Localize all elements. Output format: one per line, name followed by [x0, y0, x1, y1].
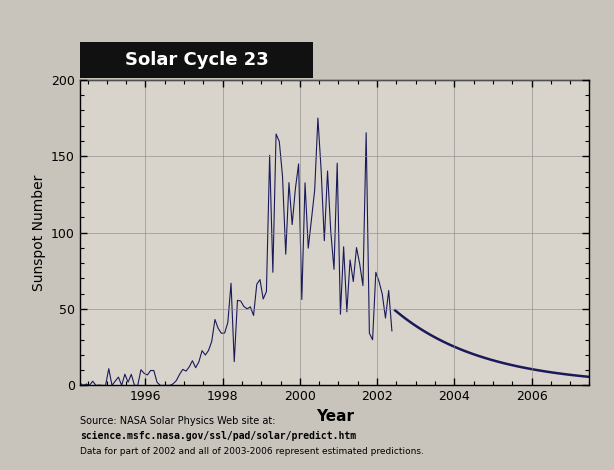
Text: Data for part of 2002 and all of 2003-2006 represent estimated predictions.: Data for part of 2002 and all of 2003-20…	[80, 447, 424, 456]
X-axis label: Year: Year	[316, 409, 354, 424]
Text: science.msfc.nasa.gov/ssl/pad/solar/predict.htm: science.msfc.nasa.gov/ssl/pad/solar/pred…	[80, 431, 356, 441]
Text: Source: NASA Solar Physics Web site at:: Source: NASA Solar Physics Web site at:	[80, 416, 275, 426]
Text: Solar Cycle 23: Solar Cycle 23	[125, 51, 268, 69]
Y-axis label: Sunspot Number: Sunspot Number	[31, 174, 45, 291]
